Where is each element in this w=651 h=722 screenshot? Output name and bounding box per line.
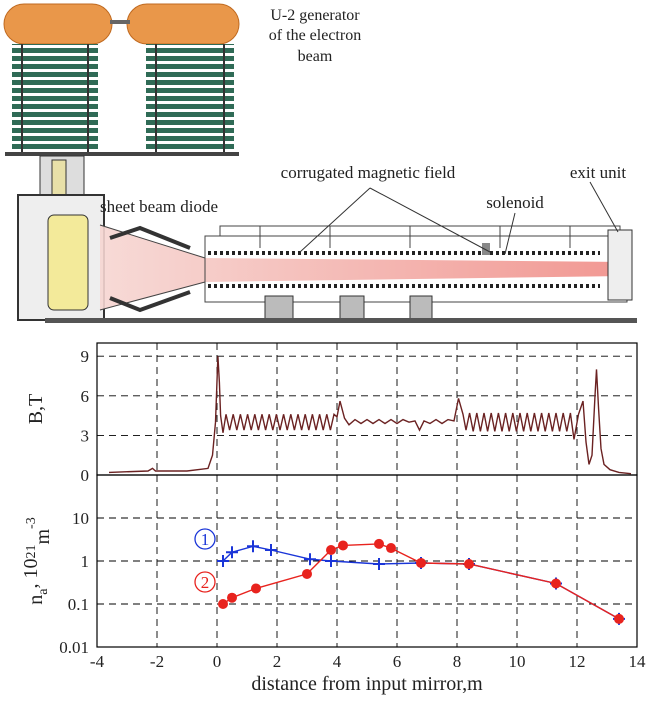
y-tick-label: 3 [81, 426, 90, 445]
x-tick-label: 8 [453, 652, 462, 671]
connector [110, 20, 130, 24]
data-point [614, 613, 624, 624]
data-point [218, 599, 228, 609]
label: U-2 generator [270, 7, 360, 24]
x-tick-label: 14 [629, 652, 647, 671]
label: sheet beam diode [100, 197, 218, 216]
legend-label: 2 [201, 573, 210, 592]
y-tick-label: 6 [81, 387, 90, 406]
y-axis-label-part: a [36, 588, 51, 595]
coil-stack [146, 44, 234, 152]
y-tick-label: 10 [72, 509, 89, 528]
data-point [326, 545, 336, 556]
label: exit unit [570, 163, 626, 182]
data-point [227, 592, 237, 603]
coil-stack [12, 44, 98, 152]
label: beam [298, 48, 333, 65]
y-tick-label: 0.1 [68, 595, 89, 614]
exit-unit [607, 229, 633, 301]
y-axis-label-part: , 10 [20, 559, 42, 589]
support-frame [219, 225, 621, 248]
y-tick-label: 0.01 [59, 638, 89, 657]
legend-label: 1 [201, 530, 210, 549]
x-tick-label: 2 [273, 652, 282, 671]
cathode [47, 214, 89, 311]
data-point [551, 578, 561, 589]
diode-wall [99, 224, 206, 311]
x-axis-label: distance from input mirror,m [251, 673, 483, 695]
series-marker-ring [194, 528, 216, 550]
data-point [386, 543, 396, 554]
y-tick-label: 0 [81, 466, 90, 485]
data-point [265, 544, 277, 557]
y-axis-label: na, 1021m-3 [20, 517, 54, 604]
label: solenoid [486, 193, 544, 212]
data-point [464, 559, 474, 570]
generator-tank [3, 3, 113, 45]
y-axis-label: B,T [25, 394, 47, 425]
support [21, 44, 225, 152]
beam [100, 225, 625, 310]
pump [409, 295, 433, 321]
y-tick-label: 1 [81, 552, 90, 571]
y-axis-label-part: -3 [24, 517, 39, 529]
x-tick-label: 12 [569, 652, 586, 671]
winding [208, 251, 600, 288]
data-point [302, 568, 312, 579]
data-point [325, 555, 337, 567]
data-point [304, 553, 316, 566]
anode [109, 225, 191, 313]
data-point [247, 540, 259, 553]
data-point [251, 583, 261, 594]
x-tick-label: -4 [90, 652, 105, 671]
label: corrugated magnetic field [281, 163, 456, 182]
leader-line [299, 181, 619, 255]
diagram: U-2 generator of the electron beam corru… [3, 3, 637, 323]
x-tick-label: 0 [213, 652, 222, 671]
data-point [374, 538, 384, 549]
plot-frame [96, 342, 638, 476]
platform [5, 152, 239, 156]
data-point [416, 557, 426, 568]
generator-tank [126, 3, 240, 45]
data-point [217, 555, 229, 567]
pump [339, 295, 365, 321]
data-point [226, 546, 238, 559]
x-tick-label: 6 [393, 652, 402, 671]
series-line [108, 356, 632, 475]
x-tick-label: -2 [150, 652, 164, 671]
x-tick-label: 10 [509, 652, 526, 671]
series-marker-ring [194, 571, 216, 593]
base [45, 318, 637, 323]
label: of the electron [269, 27, 361, 44]
y-tick-label: 9 [81, 347, 90, 366]
data-point [373, 558, 385, 571]
pump [264, 295, 294, 321]
y-axis-label-part: m [32, 529, 54, 545]
y-axis-label-part: n [25, 595, 47, 605]
x-tick-label: 4 [333, 652, 342, 671]
port [482, 243, 490, 255]
data-point [338, 540, 348, 551]
y-axis-label-part: 21 [24, 545, 39, 559]
